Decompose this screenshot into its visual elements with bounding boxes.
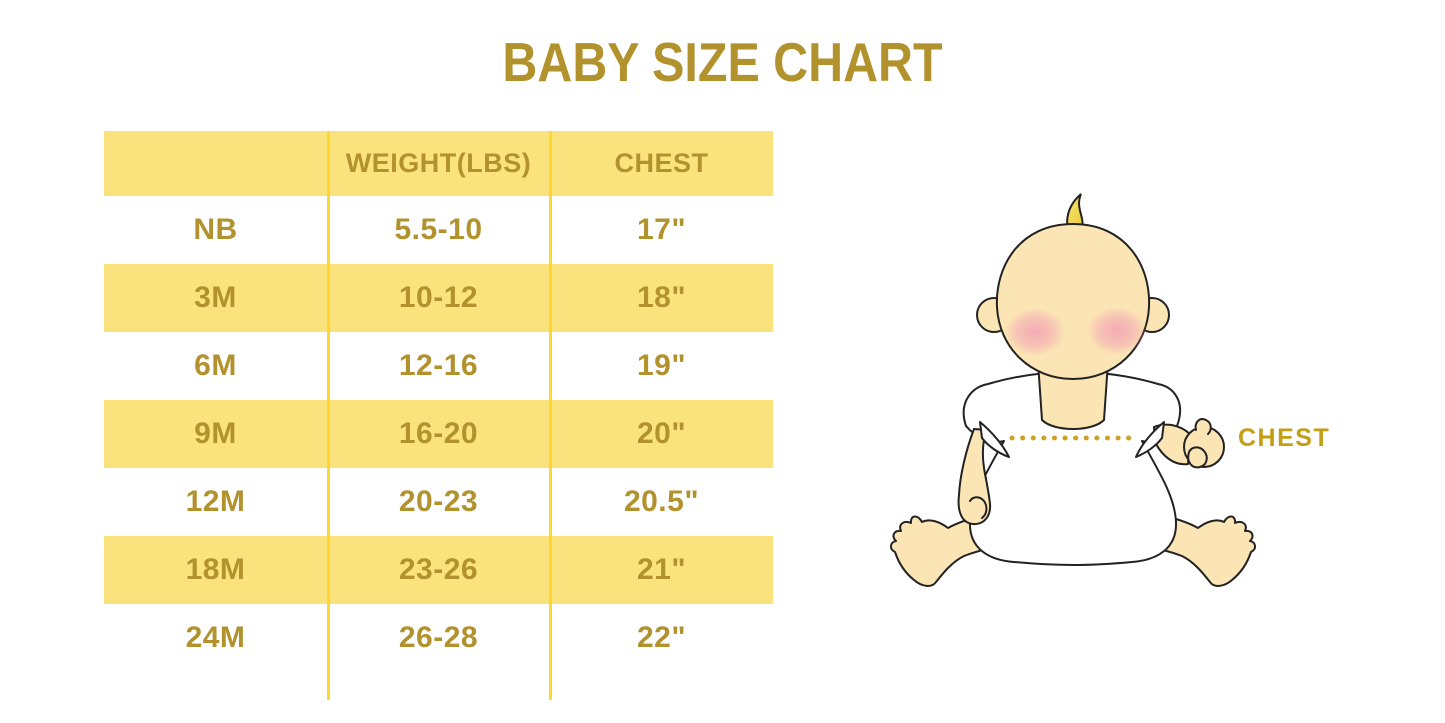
cell-chest: 19" [636,349,687,382]
chest-measure-label: CHEST [1238,424,1331,452]
fist-thumb [1187,446,1208,469]
neck [1037,361,1109,430]
cell-size: 9M [194,417,237,450]
table-row: 12M 20-23 20.5" [104,468,773,536]
cell-size: 24M [185,621,246,654]
header-weight: WEIGHT(LBS) [345,148,532,178]
cell-size: 6M [194,349,237,382]
cell-chest: 21" [636,553,687,586]
cell-weight: 5.5-10 [394,213,483,246]
size-chart-table: WEIGHT(LBS) CHEST NB 5.5-10 17" 3M 10-12… [104,131,773,700]
table-row: NB 5.5-10 17" [104,196,773,264]
right-sleeve-tip [1135,421,1165,458]
right-cheek-blush [1087,307,1147,355]
left-hand-fingers [969,496,988,519]
column-divider [549,131,552,700]
header-chest: CHEST [614,148,709,178]
table-row: 18M 23-26 21" [104,536,773,604]
table-row: 9M 16-20 20" [104,400,773,468]
cell-weight: 12-16 [398,349,479,382]
cell-size: 12M [185,485,246,518]
fist-finger-bump [1194,418,1212,435]
cell-chest: 22" [636,621,687,654]
table-row: 24M 26-28 22" [104,604,773,672]
left-sleeve-tip [979,421,1010,458]
cell-size: NB [193,213,238,246]
left-cheek-blush [1005,308,1065,356]
table-row: 3M 10-12 18" [104,264,773,332]
cell-chest: 20" [636,417,687,450]
table-header-row: WEIGHT(LBS) CHEST [104,131,773,196]
cell-weight: 26-28 [398,621,479,654]
cell-weight: 20-23 [398,485,479,518]
page-title: BABY SIZE CHART [502,31,943,93]
cell-chest: 18" [636,281,687,314]
column-divider [327,131,330,700]
cell-weight: 23-26 [398,553,479,586]
table-row: 6M 12-16 19" [104,332,773,400]
cell-chest: 17" [636,213,687,246]
cell-size: 3M [194,281,237,314]
cell-chest: 20.5" [623,485,700,518]
cell-weight: 16-20 [398,417,479,450]
cell-size: 18M [185,553,246,586]
head [995,222,1151,381]
cell-weight: 10-12 [398,281,479,314]
baby-illustration [890,193,1256,587]
